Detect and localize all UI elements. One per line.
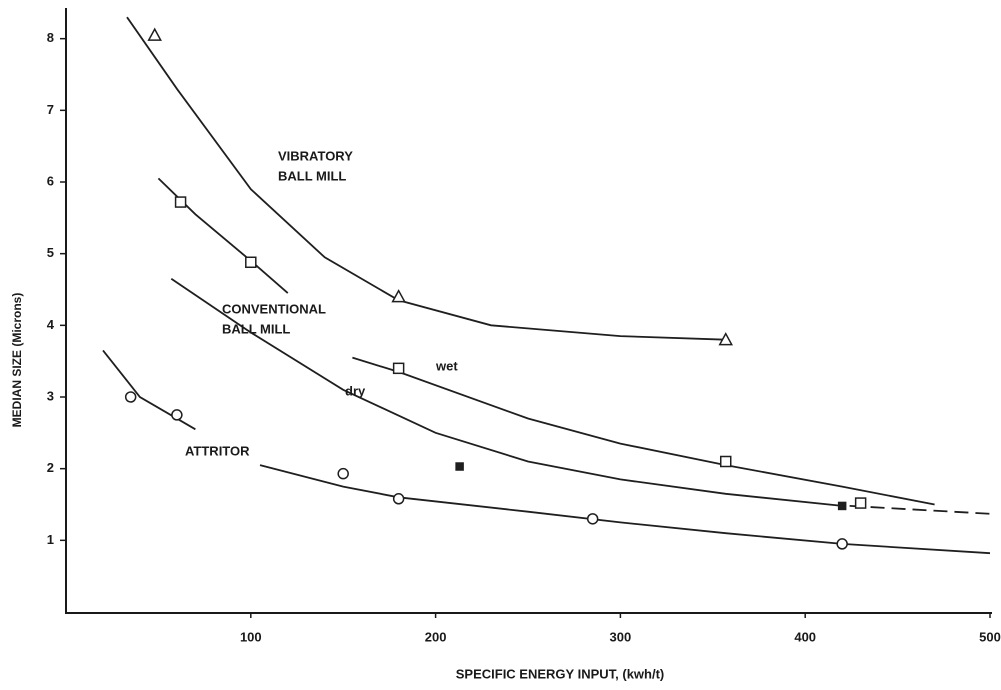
x-axis-label: SPECIFIC ENERGY INPUT, (kwh/t) xyxy=(456,666,665,681)
y-tick-label: 1 xyxy=(47,532,54,547)
y-tick-label: 4 xyxy=(47,317,55,332)
x-tick-label: 100 xyxy=(240,629,262,644)
x-tick-label: 500 xyxy=(979,629,1001,644)
square-marker xyxy=(392,362,405,375)
triangle-marker xyxy=(718,332,733,346)
curve xyxy=(849,505,991,515)
circle-marker xyxy=(171,409,183,421)
curve xyxy=(126,16,726,341)
circle-marker xyxy=(392,493,405,505)
y-tick-label: 7 xyxy=(47,102,54,117)
curve xyxy=(259,464,991,555)
annotation: BALL MILL xyxy=(222,321,290,336)
y-tick-label: 8 xyxy=(47,30,54,45)
y-tick-label: 6 xyxy=(47,173,54,188)
curve xyxy=(170,278,843,507)
annotation: ATTRITOR xyxy=(185,443,250,458)
circle-marker xyxy=(337,467,349,480)
triangle-marker xyxy=(391,289,406,303)
y-tick-label: 3 xyxy=(47,388,54,403)
x-tick-label: 400 xyxy=(794,629,816,644)
y-tick-label: 5 xyxy=(47,245,54,260)
curve xyxy=(157,177,289,294)
square-marker xyxy=(719,455,732,468)
filled-square-marker xyxy=(837,501,847,511)
circle-marker xyxy=(124,391,137,403)
square-marker xyxy=(174,196,187,208)
annotation: VIBRATORY xyxy=(278,148,353,163)
circle-marker xyxy=(836,538,848,550)
x-tick-label: 200 xyxy=(425,629,447,644)
annotation: wet xyxy=(435,358,458,373)
square-marker xyxy=(854,497,867,509)
x-tick-label: 300 xyxy=(610,629,632,644)
circle-marker xyxy=(586,513,599,525)
y-tick-label: 2 xyxy=(47,460,54,475)
filled-square-marker xyxy=(455,462,464,471)
triangle-marker xyxy=(147,27,162,41)
annotation: BALL MILL xyxy=(278,168,346,183)
annotation: dry xyxy=(345,383,366,398)
annotation: CONVENTIONAL xyxy=(222,301,326,316)
square-marker xyxy=(245,256,257,269)
y-axis-label: MEDIAN SIZE (Microns) xyxy=(10,293,24,428)
